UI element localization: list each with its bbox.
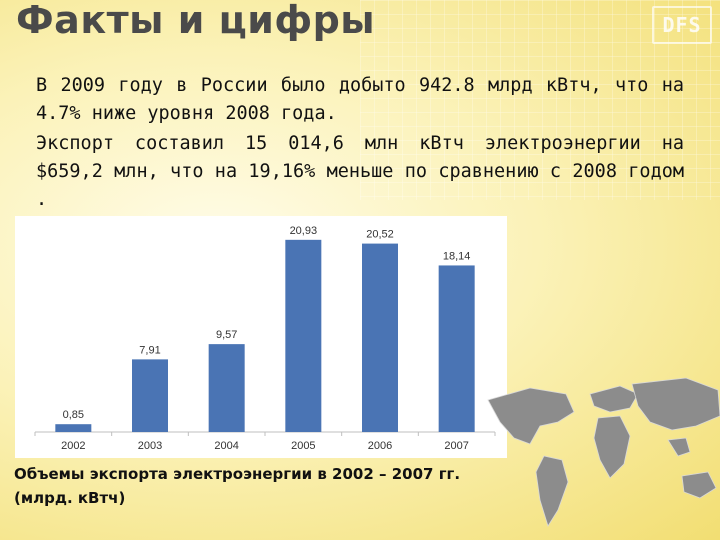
page-title: Факты и цифры: [16, 0, 376, 42]
x-tick-label-2003: 2003: [138, 440, 162, 452]
fact-paragraph-export: Экспорт составил 15 014,6 млн кВтч элект…: [36, 133, 684, 210]
data-label-2004: 9,57: [216, 329, 237, 341]
chart-caption-title: Объемы экспорта электроэнергии в 2002 – …: [14, 465, 461, 483]
data-label-2006: 20,52: [366, 229, 394, 241]
bar-2002: [55, 424, 92, 432]
x-tick-label-2007: 2007: [444, 440, 468, 452]
data-label-2007: 18,14: [443, 250, 471, 262]
logo: DFS: [652, 6, 712, 44]
x-tick-label-2004: 2004: [214, 440, 238, 452]
x-tick-label-2005: 2005: [291, 440, 315, 452]
bar-2005: [285, 239, 322, 432]
decorative-grid: [360, 0, 720, 200]
world-map-image: [487, 377, 720, 527]
bar-2006: [362, 243, 398, 432]
x-tick-label-2002: 2002: [61, 440, 85, 452]
bar-2003: [132, 359, 168, 432]
fact-paragraph-production: В 2009 году в России было добыто 942.8 м…: [36, 75, 684, 124]
bar-2004: [208, 344, 245, 432]
chart-caption: Объемы экспорта электроэнергии в 2002 – …: [14, 462, 514, 510]
chart-panel: 0,85 2002 7,91 2003 9,57 2004 20,93 2005 20,52 20…: [15, 216, 507, 458]
export-bar-chart: 0,85 2002 7,91 2003 9,57 2004 20,93 2005 20,52 20…: [34, 225, 496, 452]
chart-caption-unit: (млрд. кВтч): [14, 489, 126, 507]
data-label-2003: 7,91: [139, 344, 160, 356]
data-label-2002: 0,85: [63, 409, 84, 421]
x-tick-label-2006: 2006: [368, 440, 392, 452]
bar-2007: [438, 265, 475, 432]
data-label-2005: 20,93: [290, 225, 318, 237]
